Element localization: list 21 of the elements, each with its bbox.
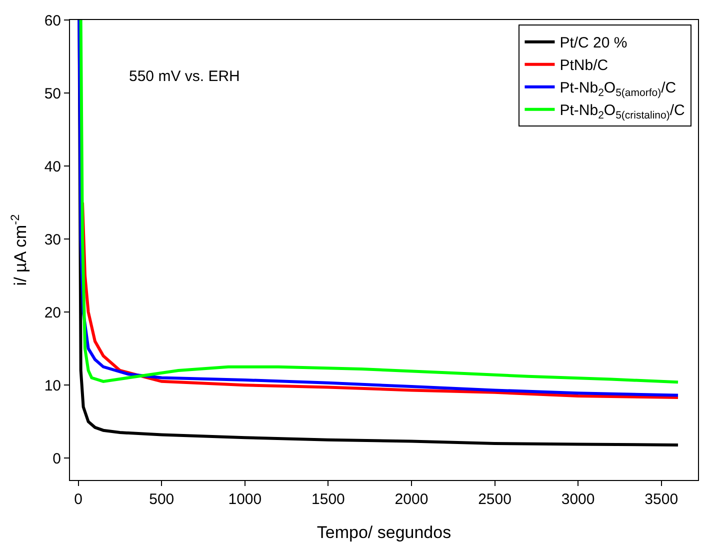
x-tick-label: 1000 <box>228 491 262 508</box>
annotation: 550 mV vs. ERH <box>129 68 240 85</box>
x-tick-label: 2500 <box>478 491 512 508</box>
y-tick-label: 50 <box>44 85 61 102</box>
y-tick-label: 40 <box>44 158 61 176</box>
legend-label: Pt-Nb$_{2}$O$_{5(amorfo)}$/C <box>560 80 676 99</box>
x-tick-label: 2000 <box>394 491 428 508</box>
x-tick-label: 0 <box>74 491 82 508</box>
y-tick-label: 10 <box>44 377 61 394</box>
legend-label: Pt/C 20 % <box>560 34 628 52</box>
y-tick-label: 0 <box>52 450 61 468</box>
x-tick-label: 3500 <box>644 491 678 508</box>
x-tick-label: 500 <box>149 491 174 508</box>
x-tick-label: 1500 <box>312 491 345 508</box>
y-tick-label: 20 <box>44 304 61 322</box>
y-tick-label: 60 <box>44 12 61 30</box>
legend-label: PtNb/C <box>560 57 608 74</box>
y-tick-label: 30 <box>44 231 61 248</box>
x-axis-title: Tempo/ segundos <box>316 523 452 542</box>
x-tick-label: 3000 <box>561 491 595 508</box>
legend-label: Pt-Nb$_{2}$O$_{5(cristalino)}$/C <box>560 102 686 122</box>
